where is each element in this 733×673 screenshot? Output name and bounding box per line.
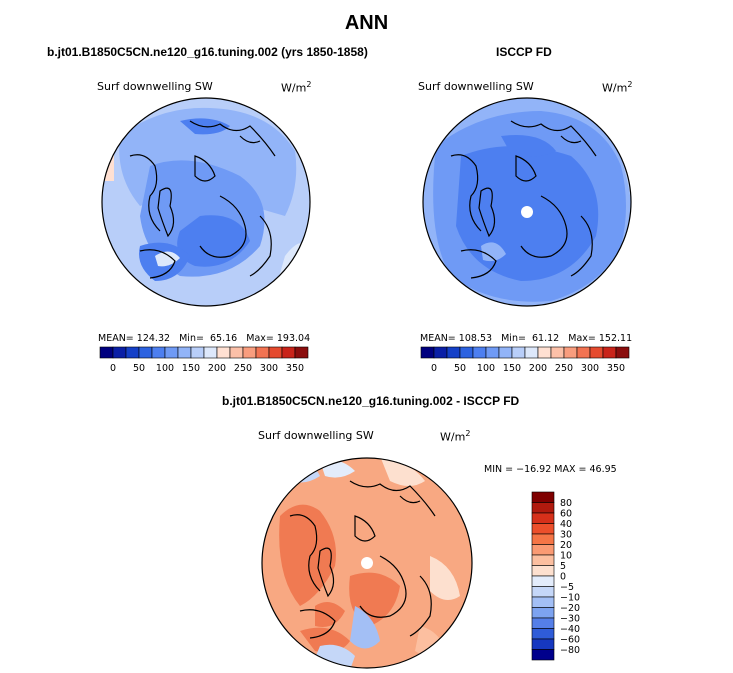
colorbar-swatch xyxy=(531,596,555,608)
colorbar-swatch xyxy=(615,346,630,359)
colorbar-swatch xyxy=(531,565,555,577)
colorbar-swatch xyxy=(531,523,555,535)
colorbar-tick-label: 350 xyxy=(286,363,304,374)
colorbar-tick-label: −30 xyxy=(560,614,580,625)
colorbar-tick-label: 0 xyxy=(431,363,437,374)
colorbar-swatch xyxy=(524,346,539,359)
colorbar-swatch xyxy=(216,346,231,359)
colorbar-swatch xyxy=(531,649,555,661)
panel-2-header: ISCCP FD xyxy=(496,45,552,59)
colorbar-swatch xyxy=(242,346,257,359)
colorbar-swatch xyxy=(125,346,140,359)
colorbar-tick-label: 10 xyxy=(560,551,572,562)
colorbar-tick-label: 350 xyxy=(607,363,625,374)
colorbar-swatch xyxy=(229,346,244,359)
colorbar-swatch xyxy=(511,346,526,359)
colorbar-swatch xyxy=(177,346,192,359)
difference-units: W/m2 xyxy=(440,429,471,444)
colorbar-swatch xyxy=(576,346,591,359)
colorbar-swatch xyxy=(531,554,555,566)
colorbar-swatch xyxy=(164,346,179,359)
colorbar-swatch xyxy=(485,346,500,359)
colorbar-tick-label: 50 xyxy=(133,363,145,374)
panel-2-variable: Surf downwelling SW xyxy=(418,80,534,93)
difference-polar-map xyxy=(261,457,473,669)
colorbar-tick-label: 5 xyxy=(560,561,566,572)
colorbar-swatch xyxy=(563,346,578,359)
colorbar-swatch xyxy=(531,575,555,587)
colorbar-tick-label: 250 xyxy=(234,363,252,374)
colorbar-swatch xyxy=(190,346,205,359)
colorbar-swatch xyxy=(531,607,555,619)
colorbar-swatch xyxy=(112,346,127,359)
colorbar-swatch xyxy=(531,628,555,640)
colorbar-swatch xyxy=(281,346,296,359)
colorbar-tick-label: 300 xyxy=(581,363,599,374)
panel-2-polar-map xyxy=(422,97,632,307)
colorbar-tick-label: 30 xyxy=(560,530,572,541)
figure-title: ANN xyxy=(344,12,389,34)
panel-2-units: W/m2 xyxy=(602,80,633,95)
colorbar-tick-label: 100 xyxy=(156,363,174,374)
panel-1-header: b.jt01.B1850C5CN.ne120_g16.tuning.002 (y… xyxy=(47,45,368,59)
colorbar-swatch xyxy=(420,346,435,359)
colorbar-swatch xyxy=(550,346,565,359)
colorbar-tick-label: 20 xyxy=(560,540,572,551)
colorbar-swatch xyxy=(294,346,309,359)
panel-1-stats: MEAN= 124.32 Min= 65.16 Max= 193.04 xyxy=(98,333,311,344)
colorbar-swatch xyxy=(268,346,283,359)
colorbar-tick-label: −80 xyxy=(560,645,580,656)
colorbar-tick-label: 60 xyxy=(560,509,572,520)
colorbar-tick-label: 80 xyxy=(560,498,572,509)
colorbar-tick-label: 50 xyxy=(454,363,466,374)
colorbar-swatch xyxy=(498,346,513,359)
colorbar-swatch xyxy=(531,491,555,503)
colorbar-tick-label: 150 xyxy=(182,363,200,374)
colorbar-tick-label: 200 xyxy=(208,363,226,374)
colorbar-tick-label: −40 xyxy=(560,624,580,635)
colorbar-tick-label: −10 xyxy=(560,593,580,604)
colorbar-tick-label: −60 xyxy=(560,635,580,646)
colorbar-swatch xyxy=(99,346,114,359)
panel-1-variable: Surf downwelling SW xyxy=(97,80,213,93)
colorbar-tick-label: 0 xyxy=(560,572,566,583)
colorbar-swatch xyxy=(602,346,617,359)
colorbar-swatch xyxy=(446,346,461,359)
colorbar-swatch xyxy=(472,346,487,359)
difference-header: b.jt01.B1850C5CN.ne120_g16.tuning.002 - … xyxy=(222,394,520,408)
colorbar-tick-label: 300 xyxy=(260,363,278,374)
colorbar-tick-label: 150 xyxy=(503,363,521,374)
colorbar-swatch xyxy=(151,346,166,359)
difference-variable: Surf downwelling SW xyxy=(258,429,374,442)
colorbar-swatch xyxy=(531,502,555,514)
colorbar-swatch xyxy=(138,346,153,359)
colorbar-swatch xyxy=(537,346,552,359)
colorbar-swatch xyxy=(531,544,555,556)
difference-min-max: MIN = −16.92 MAX = 46.95 xyxy=(484,464,617,475)
panel-1-units: W/m2 xyxy=(281,80,312,95)
colorbar-swatch xyxy=(255,346,270,359)
colorbar-tick-label: 200 xyxy=(529,363,547,374)
colorbar-swatch xyxy=(459,346,474,359)
colorbar-tick-label: −20 xyxy=(560,603,580,614)
colorbar-swatch xyxy=(531,586,555,598)
panel-2-stats: MEAN= 108.53 Min= 61.12 Max= 152.11 xyxy=(420,333,633,344)
colorbar-swatch xyxy=(531,638,555,650)
panel-1-colorbar: 0 50 100 150 200 250 300 350 xyxy=(99,346,309,374)
colorbar-swatch xyxy=(531,512,555,524)
panel-2-colorbar: 0 50 100 150 200 250 300 350 xyxy=(420,346,630,374)
colorbar-tick-label: 40 xyxy=(560,519,572,530)
panel-1-polar-map xyxy=(101,97,311,307)
colorbar-swatch xyxy=(203,346,218,359)
colorbar-swatch xyxy=(531,533,555,545)
colorbar-swatch xyxy=(531,617,555,629)
colorbar-tick-label: 250 xyxy=(555,363,573,374)
colorbar-tick-label: 0 xyxy=(110,363,116,374)
colorbar-tick-label: −5 xyxy=(560,582,574,593)
colorbar-tick-label: 100 xyxy=(477,363,495,374)
colorbar-swatch xyxy=(589,346,604,359)
colorbar-swatch xyxy=(433,346,448,359)
